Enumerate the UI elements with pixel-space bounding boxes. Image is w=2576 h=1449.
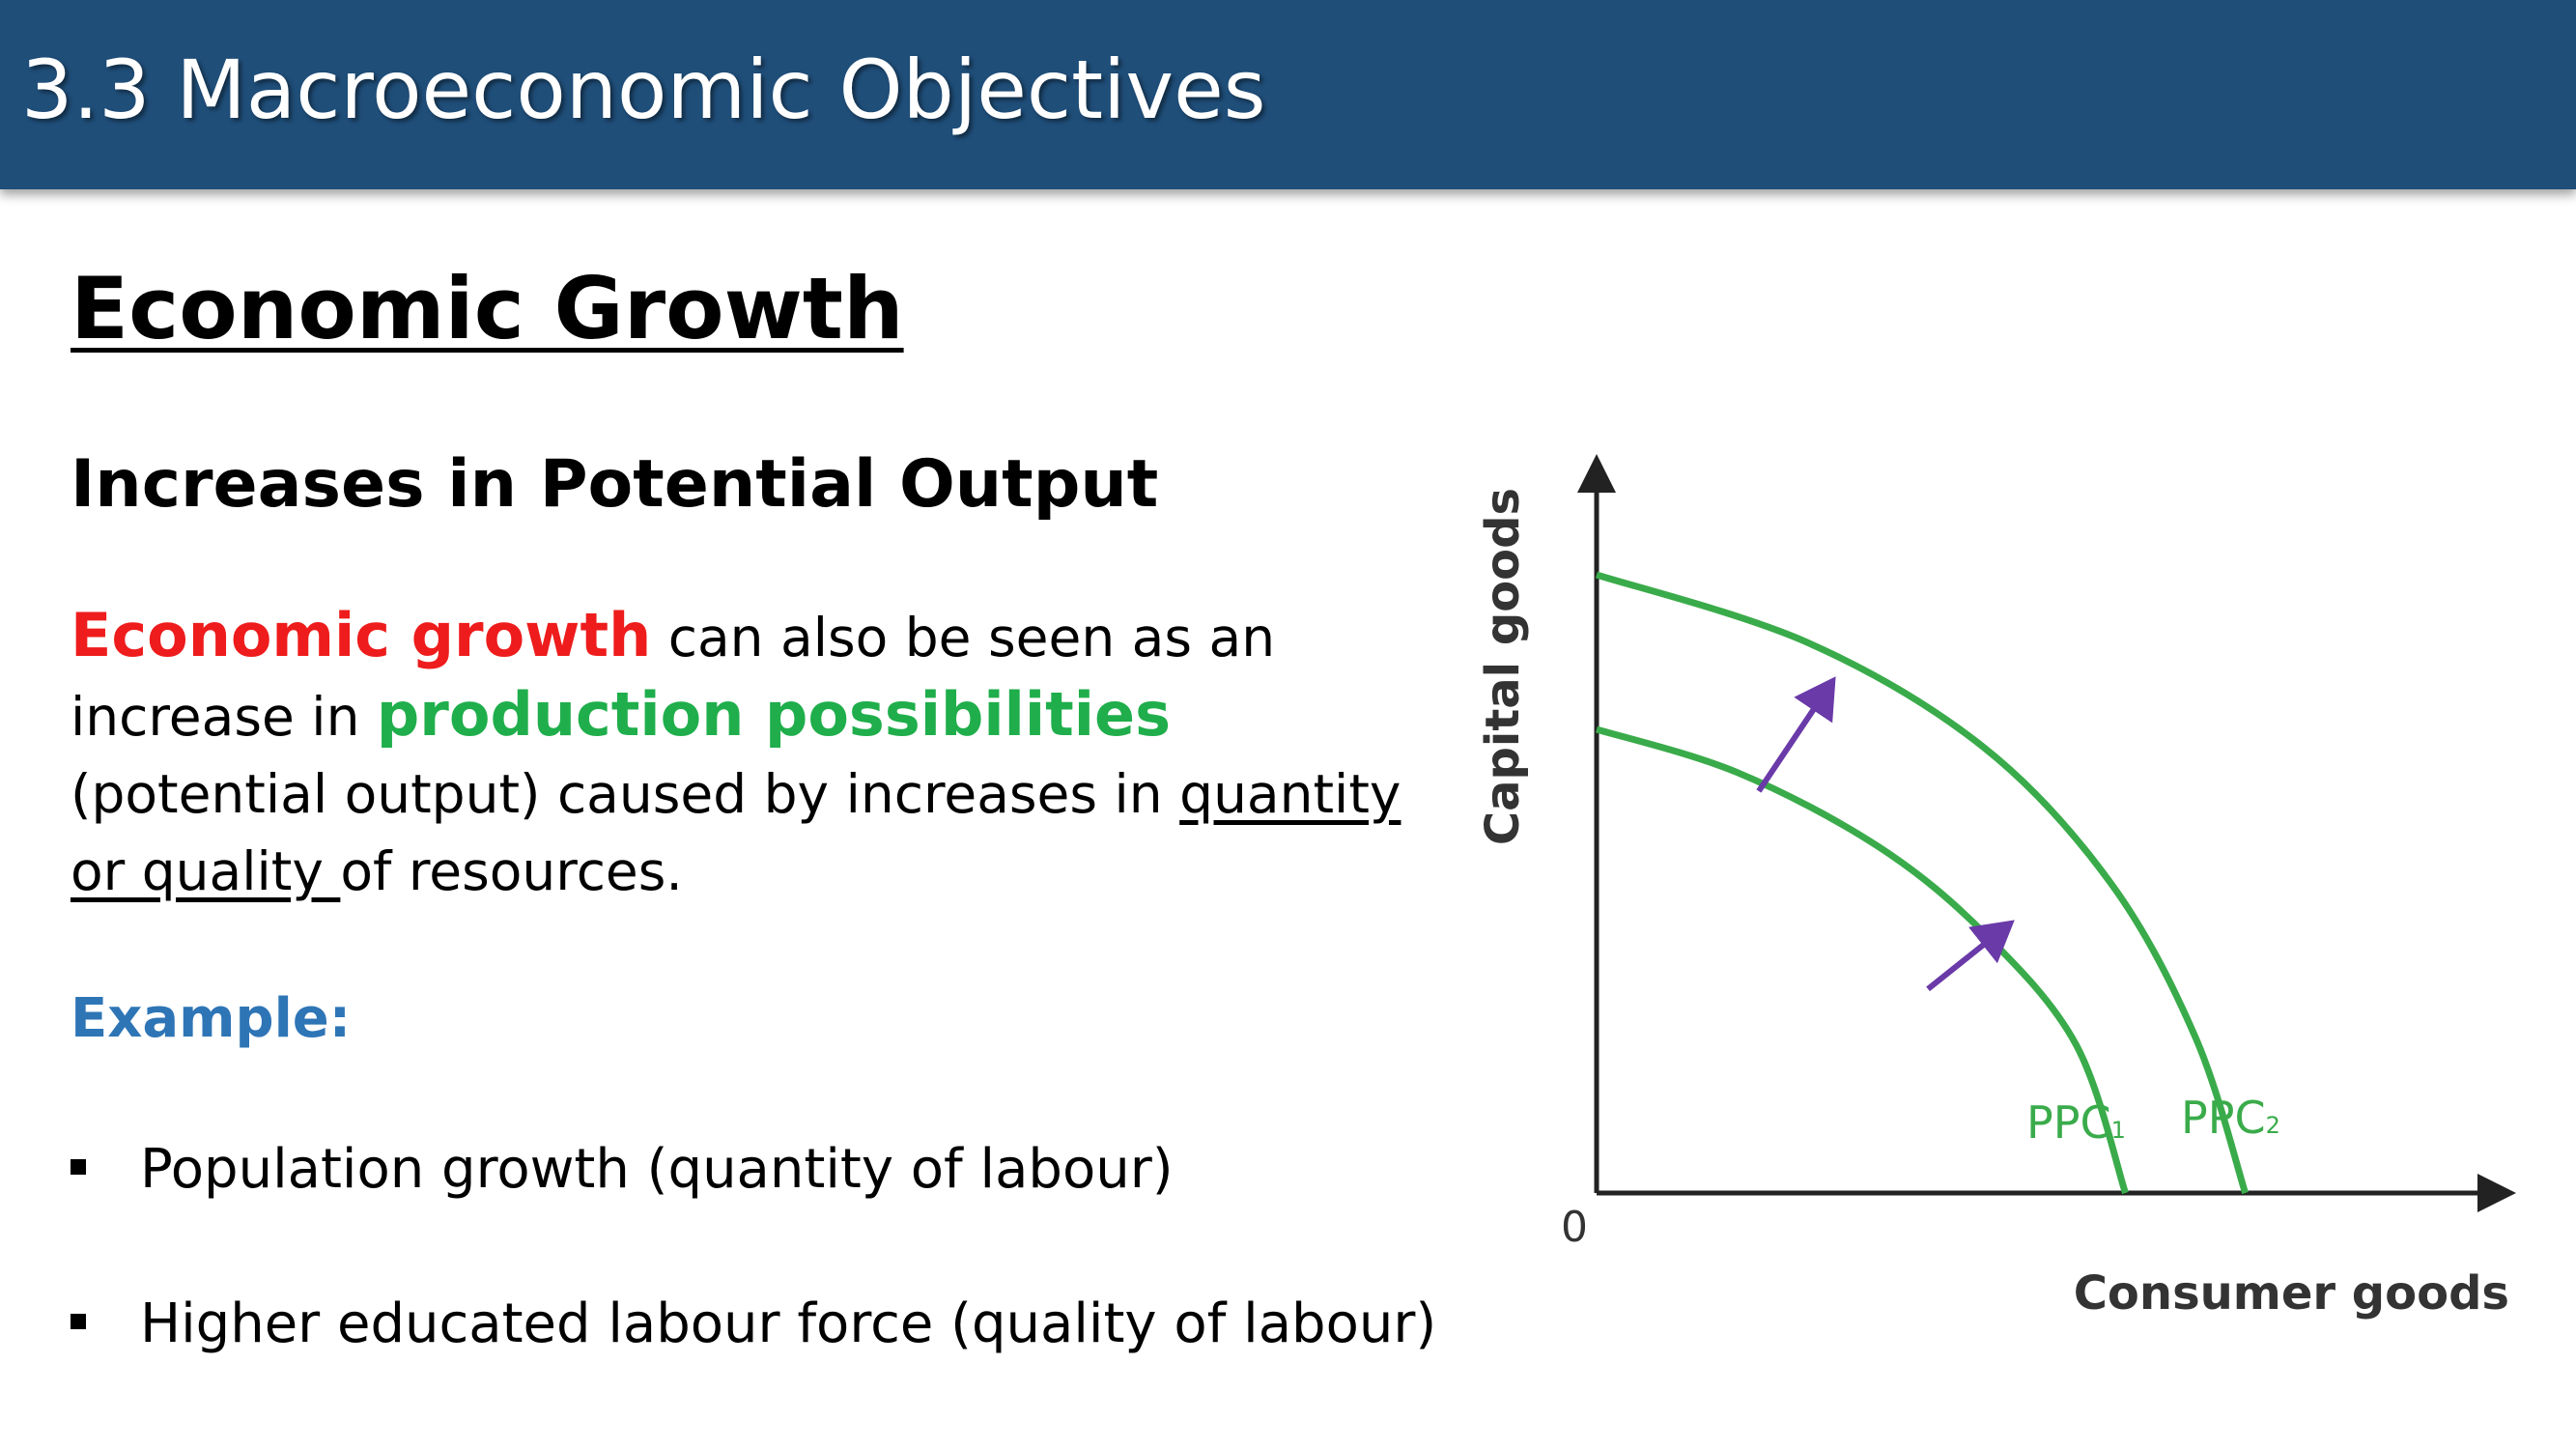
x-axis-label: Consumer goods	[2074, 1266, 2509, 1321]
ppc1-label: PPC1	[2026, 1096, 2126, 1149]
paragraph-text-3: of resources.	[340, 840, 683, 902]
header-bar: 3.3 Macroeconomic Objectives	[0, 0, 2576, 189]
paragraph-text-1: can also be seen as an increase in	[71, 607, 1276, 748]
bullet-item: Population growth (quantity of labour)	[71, 1138, 1174, 1201]
paragraph-text-2: (potential output) caused by increases i…	[71, 763, 1180, 825]
underlined-phrase: quantity or quality	[71, 763, 1401, 902]
example-label: Example:	[71, 987, 352, 1050]
ppc1-curve	[1595, 725, 2129, 1195]
shift-arrow	[1926, 920, 2015, 992]
slide-title: 3.3 Macroeconomic Objectives	[21, 43, 1266, 137]
shift-arrow	[1756, 676, 1836, 793]
bullet-text: Population growth (quantity of labour)	[140, 1138, 1174, 1201]
ppc2-curve	[1595, 571, 2249, 1195]
term-production-possibilities: production possibilities	[376, 679, 1171, 750]
ppc2-label: PPC2	[2181, 1092, 2280, 1144]
bullet-square-icon	[71, 1313, 86, 1329]
subheading: Increases in Potential Output	[71, 446, 1159, 523]
bullet-square-icon	[71, 1158, 86, 1175]
body-paragraph: Economic growth can also be seen as an i…	[71, 597, 1423, 910]
origin-label: 0	[1561, 1203, 1588, 1252]
term-economic-growth: Economic growth	[71, 600, 652, 670]
section-title: Economic Growth	[71, 259, 904, 358]
bullet-item: Higher educated labour force (quality of…	[71, 1293, 1436, 1355]
bullet-text: Higher educated labour force (quality of…	[140, 1293, 1437, 1355]
y-axis-label: Capital goods	[1476, 488, 1530, 845]
ppc-chart: PPC1 PPC2 0 Consumer goods Capital goods	[1476, 454, 2516, 1321]
